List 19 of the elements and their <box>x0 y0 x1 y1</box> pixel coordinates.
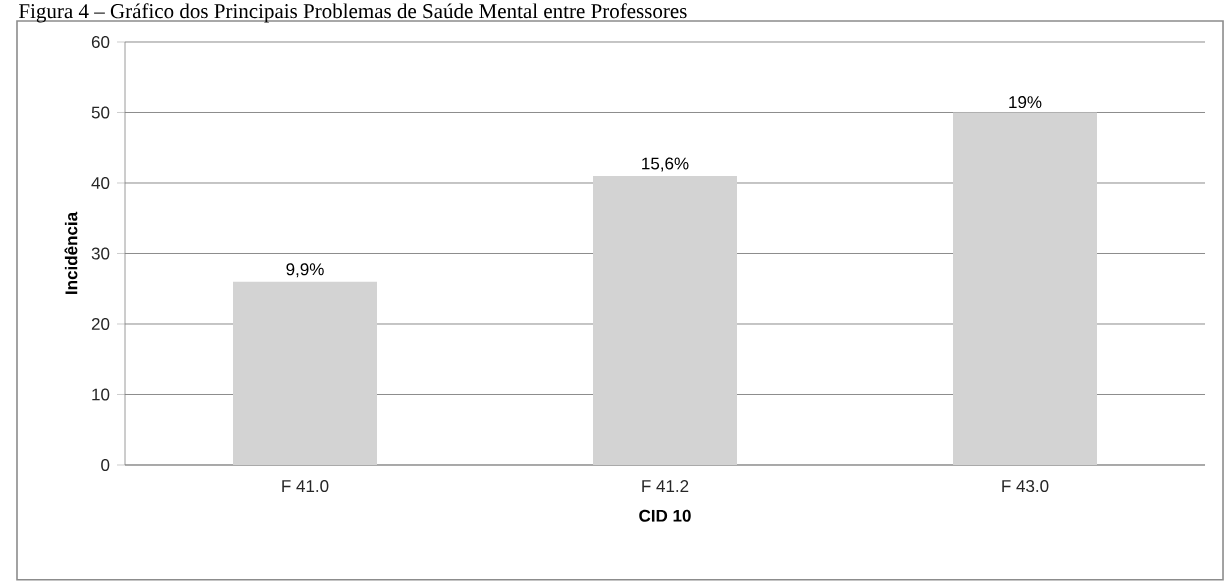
bar <box>233 281 377 465</box>
x-tick-label: F 43.0 <box>1002 480 1049 493</box>
bar <box>953 112 1098 465</box>
annotation: 9,9% <box>286 263 324 278</box>
y-tick-label: 60 <box>91 35 110 48</box>
y-tick-label: 0 <box>101 458 110 472</box>
x-tick-label: F 41.0 <box>282 480 329 493</box>
x-axis-title: CID 10 <box>639 509 691 522</box>
bar <box>593 175 738 465</box>
y-tick-label: 10 <box>92 388 110 401</box>
y-tick-label: 30 <box>91 247 110 260</box>
chart-title: Figura 4 – Gráfico dos Principais Problemas de Saúde Mental entre Professores <box>18 3 687 23</box>
y-tick-label: 20 <box>91 317 110 330</box>
y-tick-label: 50 <box>91 106 110 119</box>
annotation: 15,6% <box>642 157 689 172</box>
x-tick-label: F 41.2 <box>642 480 689 492</box>
annotation: 19% <box>1009 96 1042 109</box>
y-tick-label: 40 <box>91 176 110 189</box>
y-axis-title: Incidência <box>64 211 78 294</box>
